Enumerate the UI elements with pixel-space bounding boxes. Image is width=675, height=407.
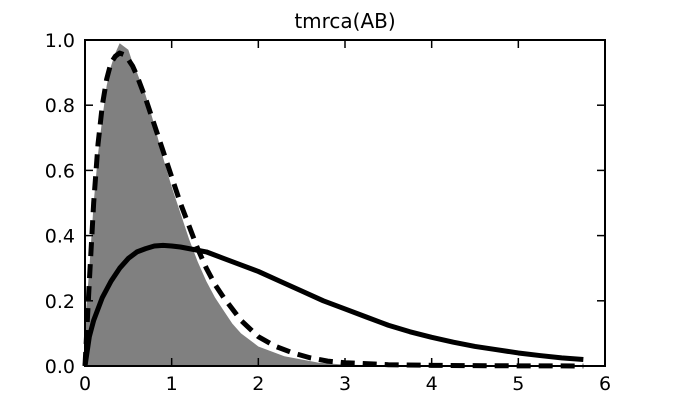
y-tick-label: 1.0 bbox=[45, 30, 75, 52]
plot-area bbox=[82, 43, 584, 369]
chart-title: tmrca(AB) bbox=[294, 9, 395, 33]
y-tick-label: 0.4 bbox=[45, 226, 75, 248]
x-axis: 0 1 2 3 4 5 6 bbox=[79, 40, 611, 395]
x-tick-label: 4 bbox=[426, 373, 438, 395]
y-tick-label: 0.6 bbox=[45, 160, 75, 182]
x-tick-label: 0 bbox=[79, 373, 91, 395]
y-tick-label: 0.8 bbox=[45, 95, 75, 117]
y-tick-label: 0.0 bbox=[45, 356, 75, 378]
dashed-curve bbox=[82, 50, 584, 369]
y-tick-label: 0.2 bbox=[45, 291, 75, 313]
x-tick-label: 5 bbox=[512, 373, 524, 395]
x-tick-label: 2 bbox=[252, 373, 264, 395]
histogram-area bbox=[85, 43, 397, 366]
x-tick-label: 6 bbox=[599, 373, 611, 395]
y-axis: 0.0 0.2 0.4 0.6 0.8 1.0 bbox=[45, 30, 605, 378]
solid-curve bbox=[82, 242, 584, 367]
x-tick-label: 3 bbox=[339, 373, 351, 395]
x-tick-label: 1 bbox=[166, 373, 178, 395]
